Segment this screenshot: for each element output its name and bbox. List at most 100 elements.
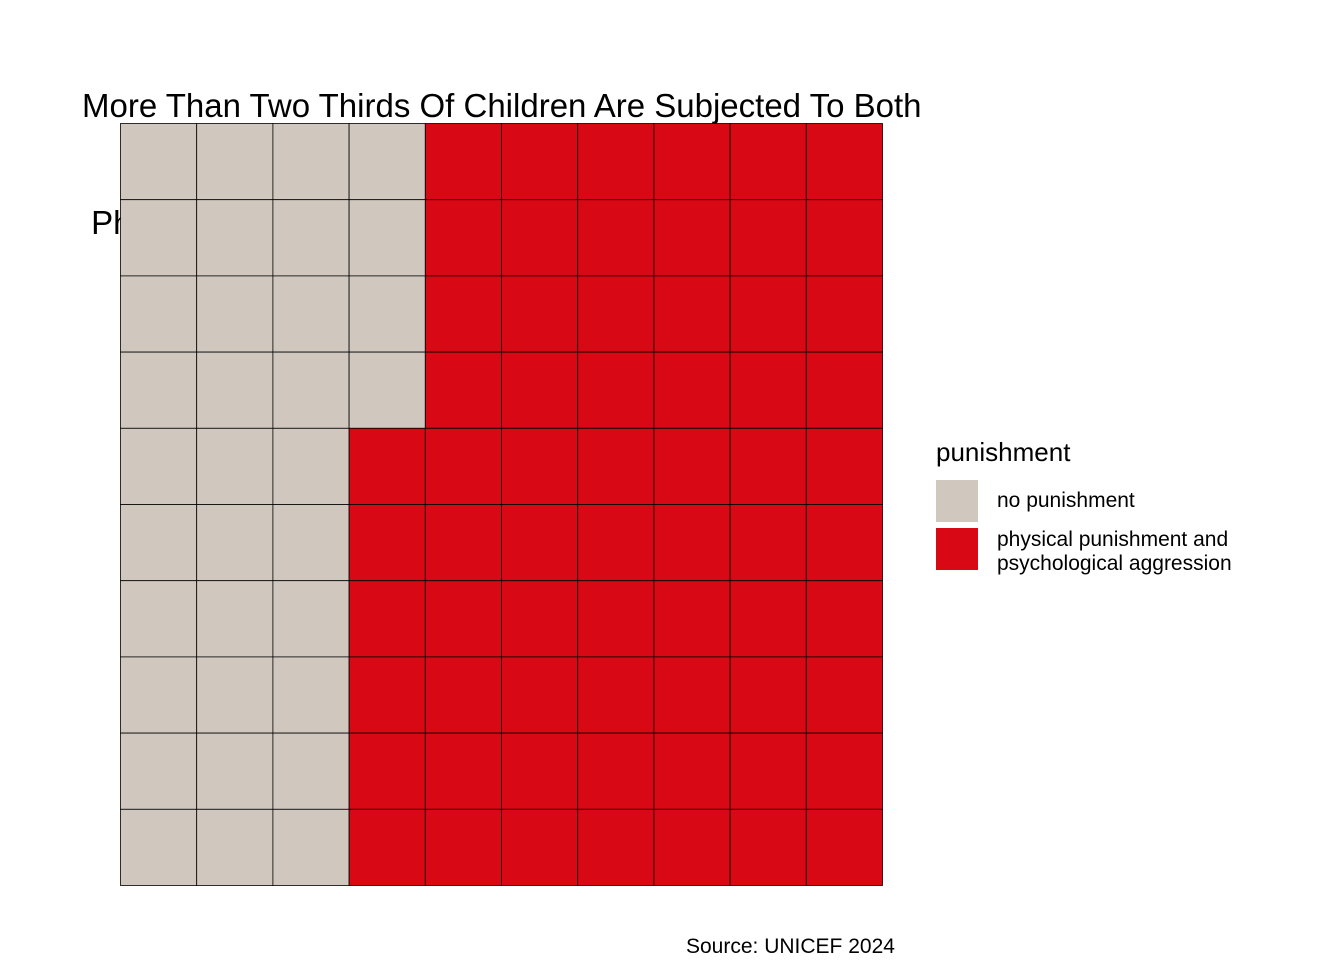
waffle-tile-physical-punishment xyxy=(348,580,426,658)
legend-label-physical-punishment: physical punishment and psychological ag… xyxy=(997,528,1232,575)
waffle-tile-no-punishment xyxy=(272,580,350,658)
waffle-tile-physical-punishment xyxy=(729,504,807,582)
waffle-tile-physical-punishment xyxy=(424,808,502,886)
waffle-tile-physical-punishment xyxy=(729,427,807,505)
waffle-tile-no-punishment xyxy=(272,808,350,886)
waffle-tile-physical-punishment xyxy=(577,199,655,277)
waffle-tile-no-punishment xyxy=(120,351,198,429)
waffle-tile-physical-punishment xyxy=(805,427,883,505)
waffle-tile-physical-punishment xyxy=(424,427,502,505)
waffle-tile-no-punishment xyxy=(272,351,350,429)
waffle-tile-physical-punishment xyxy=(348,427,426,505)
waffle-tile-physical-punishment xyxy=(501,199,579,277)
waffle-tile-physical-punishment xyxy=(729,123,807,201)
waffle-tile-physical-punishment xyxy=(729,656,807,734)
waffle-tile-physical-punishment xyxy=(729,808,807,886)
waffle-tile-physical-punishment xyxy=(501,427,579,505)
legend-title: punishment xyxy=(936,437,1071,467)
waffle-tile-physical-punishment xyxy=(348,656,426,734)
waffle-tile-physical-punishment xyxy=(805,504,883,582)
waffle-tile-no-punishment xyxy=(196,656,274,734)
waffle-tile-no-punishment xyxy=(348,275,426,353)
waffle-tile-physical-punishment xyxy=(501,732,579,810)
waffle-tile-physical-punishment xyxy=(501,504,579,582)
waffle-tile-physical-punishment xyxy=(653,504,731,582)
waffle-tile-no-punishment xyxy=(348,199,426,277)
waffle-tile-physical-punishment xyxy=(729,199,807,277)
waffle-tile-physical-punishment xyxy=(653,351,731,429)
waffle-tile-no-punishment xyxy=(196,732,274,810)
waffle-tile-physical-punishment xyxy=(805,275,883,353)
legend-item-physical-punishment: physical punishment and psychological ag… xyxy=(936,528,1232,576)
waffle-tile-no-punishment xyxy=(120,123,198,201)
waffle-tile-no-punishment xyxy=(196,504,274,582)
waffle-tile-physical-punishment xyxy=(653,199,731,277)
waffle-tile-physical-punishment xyxy=(348,808,426,886)
chart-caption: Source: UNICEF 2024 xyxy=(686,935,895,958)
legend: punishment no punishment physical punish… xyxy=(936,436,1232,582)
waffle-tile-physical-punishment xyxy=(348,732,426,810)
waffle-tile-physical-punishment xyxy=(805,580,883,658)
waffle-tile-physical-punishment xyxy=(348,504,426,582)
waffle-tile-physical-punishment xyxy=(501,580,579,658)
waffle-tile-no-punishment xyxy=(272,504,350,582)
legend-label-no-punishment: no punishment xyxy=(997,489,1135,512)
waffle-tile-no-punishment xyxy=(272,427,350,505)
waffle-tile-physical-punishment xyxy=(729,580,807,658)
waffle-tile-physical-punishment xyxy=(424,351,502,429)
waffle-tile-physical-punishment xyxy=(577,580,655,658)
waffle-tile-physical-punishment xyxy=(653,580,731,658)
waffle-tile-physical-punishment xyxy=(577,123,655,201)
waffle-tile-physical-punishment xyxy=(729,275,807,353)
waffle-tile-no-punishment xyxy=(120,732,198,810)
waffle-tile-physical-punishment xyxy=(577,656,655,734)
waffle-tile-physical-punishment xyxy=(577,732,655,810)
waffle-tile-no-punishment xyxy=(120,808,198,886)
waffle-tile-physical-punishment xyxy=(577,351,655,429)
waffle-tile-no-punishment xyxy=(120,580,198,658)
waffle-tile-physical-punishment xyxy=(577,427,655,505)
waffle-tile-no-punishment xyxy=(348,123,426,201)
waffle-tile-physical-punishment xyxy=(501,351,579,429)
waffle-tile-no-punishment xyxy=(196,351,274,429)
waffle-tile-no-punishment xyxy=(120,275,198,353)
waffle-tile-physical-punishment xyxy=(577,808,655,886)
waffle-tile-no-punishment xyxy=(196,275,274,353)
waffle-tile-physical-punishment xyxy=(805,808,883,886)
waffle-tile-no-punishment xyxy=(272,732,350,810)
waffle-tile-no-punishment xyxy=(272,199,350,277)
waffle-tile-no-punishment xyxy=(272,275,350,353)
waffle-tile-physical-punishment xyxy=(653,275,731,353)
waffle-tile-no-punishment xyxy=(196,123,274,201)
waffle-tile-physical-punishment xyxy=(729,351,807,429)
waffle-tile-no-punishment xyxy=(120,504,198,582)
waffle-tile-physical-punishment xyxy=(501,808,579,886)
waffle-tile-physical-punishment xyxy=(577,504,655,582)
waffle-tile-physical-punishment xyxy=(577,275,655,353)
waffle-tile-no-punishment xyxy=(348,351,426,429)
waffle-tile-physical-punishment xyxy=(653,427,731,505)
waffle-tile-physical-punishment xyxy=(653,123,731,201)
waffle-tile-physical-punishment xyxy=(501,275,579,353)
waffle-tile-no-punishment xyxy=(272,656,350,734)
waffle-tile-no-punishment xyxy=(196,808,274,886)
waffle-tile-no-punishment xyxy=(120,427,198,505)
waffle-tile-no-punishment xyxy=(196,427,274,505)
waffle-tile-physical-punishment xyxy=(501,656,579,734)
waffle-tile-physical-punishment xyxy=(424,504,502,582)
waffle-tile-physical-punishment xyxy=(501,123,579,201)
waffle-tile-physical-punishment xyxy=(805,656,883,734)
waffle-tile-no-punishment xyxy=(196,580,274,658)
waffle-tile-physical-punishment xyxy=(424,123,502,201)
waffle-tile-physical-punishment xyxy=(729,732,807,810)
legend-key-physical-punishment xyxy=(936,528,978,570)
legend-key-no-punishment xyxy=(936,480,978,522)
waffle-tile-physical-punishment xyxy=(424,656,502,734)
legend-item-no-punishment: no punishment xyxy=(936,480,1232,522)
waffle-tile-physical-punishment xyxy=(424,732,502,810)
waffle-tile-physical-punishment xyxy=(653,656,731,734)
waffle-tile-physical-punishment xyxy=(653,808,731,886)
waffle-tile-physical-punishment xyxy=(424,199,502,277)
waffle-tile-no-punishment xyxy=(120,656,198,734)
